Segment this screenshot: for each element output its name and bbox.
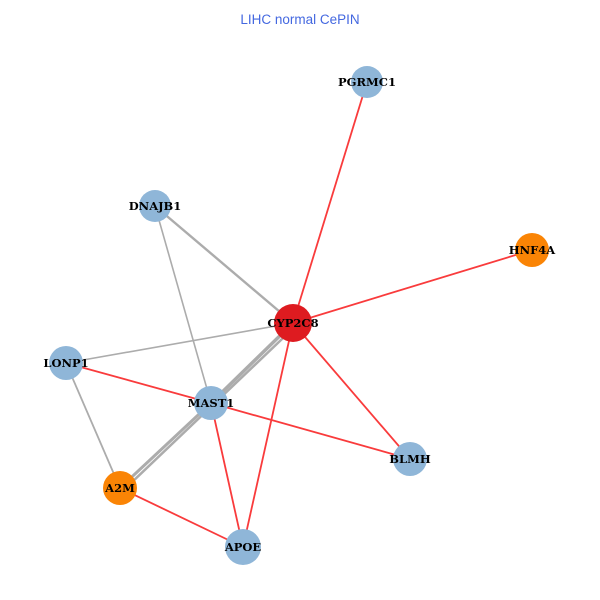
- edges-layer: [65, 81, 533, 548]
- node-label-BLMH: BLMH: [389, 452, 431, 466]
- node-label-HNF4A: HNF4A: [509, 243, 557, 257]
- edge-MAST1-APOE: [210, 402, 244, 548]
- node-label-LONP1: LONP1: [43, 356, 88, 370]
- node-label-APOE: APOE: [224, 540, 262, 554]
- edge-MAST1-BLMH: [210, 402, 411, 460]
- edge-A2M-APOE: [119, 487, 244, 548]
- edge-LONP1-CYP2C8: [65, 322, 294, 364]
- node-CYP2C8: [274, 304, 312, 342]
- labels-layer: PGRMC1 DNAJB1 HNF4A CYP2C8 LONP1 MAST1 BLMH A2M…: [43, 75, 556, 554]
- node-label-CYP2C8: CYP2C8: [267, 316, 318, 330]
- edge-CYP2C8-HNF4A: [292, 249, 533, 324]
- edge-LONP1-A2M: [65, 362, 121, 489]
- node-label-DNAJB1: DNAJB1: [129, 199, 182, 213]
- node-DNAJB1: [139, 190, 171, 222]
- node-HNF4A: [515, 233, 549, 267]
- plot-title: LIHC normal CePIN: [240, 12, 359, 27]
- node-label-MAST1: MAST1: [188, 396, 235, 410]
- edge-CYP2C8-BLMH: [292, 322, 411, 460]
- edge-MAST1-A2M: [118, 401, 213, 490]
- edge-DNAJB1-MAST1: [154, 205, 212, 404]
- node-A2M: [103, 471, 137, 505]
- edge-CYP2C8-MAST1: [209, 321, 295, 405]
- node-MAST1: [194, 386, 228, 420]
- node-label-A2M: A2M: [104, 481, 135, 495]
- nodes-layer: [49, 66, 549, 565]
- node-PGRMC1: [351, 66, 383, 98]
- node-BLMH: [393, 442, 427, 476]
- node-APOE: [225, 529, 261, 565]
- edge-LONP1-MAST1: [65, 362, 212, 404]
- edge-CYP2C8-PGRMC1: [292, 81, 368, 324]
- node-label-PGRMC1: PGRMC1: [338, 75, 396, 89]
- edge-CYP2C8-APOE: [242, 322, 294, 548]
- edge-DNAJB1-CYP2C8: [154, 205, 294, 324]
- node-LONP1: [49, 346, 83, 380]
